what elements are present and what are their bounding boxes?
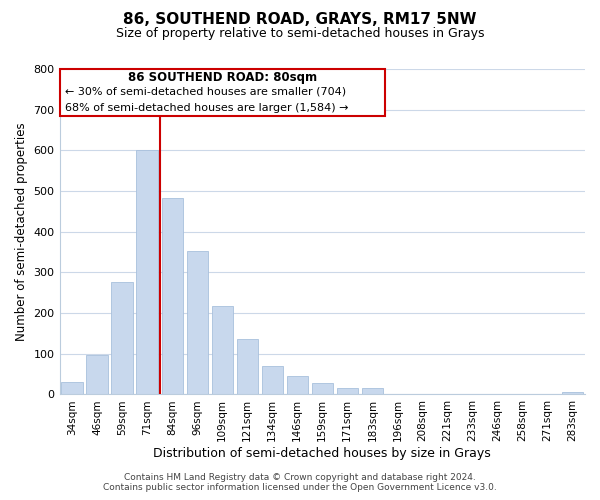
Bar [161, 198, 183, 394]
Bar [287, 376, 308, 394]
FancyBboxPatch shape [59, 69, 385, 116]
Bar [212, 306, 233, 394]
Text: Contains HM Land Registry data © Crown copyright and database right 2024.
Contai: Contains HM Land Registry data © Crown c… [103, 473, 497, 492]
Text: ← 30% of semi-detached houses are smaller (704): ← 30% of semi-detached houses are smalle… [65, 86, 346, 97]
Bar [337, 388, 358, 394]
Bar [311, 383, 333, 394]
Bar [112, 282, 133, 395]
Bar [86, 355, 108, 395]
Text: 68% of semi-detached houses are larger (1,584) →: 68% of semi-detached houses are larger (… [65, 102, 348, 113]
Text: 86 SOUTHEND ROAD: 80sqm: 86 SOUTHEND ROAD: 80sqm [128, 70, 317, 84]
Bar [262, 366, 283, 394]
Bar [187, 252, 208, 394]
Bar [362, 388, 383, 394]
Bar [236, 338, 258, 394]
X-axis label: Distribution of semi-detached houses by size in Grays: Distribution of semi-detached houses by … [154, 447, 491, 460]
Text: Size of property relative to semi-detached houses in Grays: Size of property relative to semi-detach… [116, 28, 484, 40]
Text: 86, SOUTHEND ROAD, GRAYS, RM17 5NW: 86, SOUTHEND ROAD, GRAYS, RM17 5NW [123, 12, 477, 28]
Bar [562, 392, 583, 394]
Y-axis label: Number of semi-detached properties: Number of semi-detached properties [15, 122, 28, 341]
Bar [136, 150, 158, 394]
Bar [61, 382, 83, 394]
